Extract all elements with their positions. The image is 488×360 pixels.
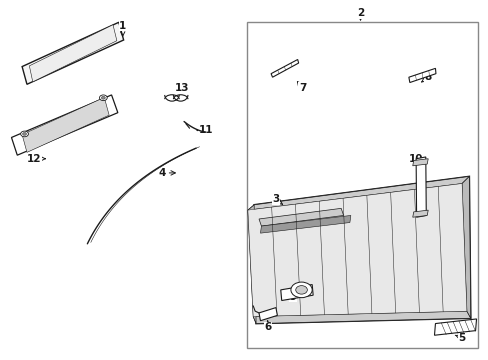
Polygon shape bbox=[253, 311, 470, 324]
Text: 1: 1 bbox=[119, 21, 126, 36]
Text: 7: 7 bbox=[297, 82, 305, 93]
Polygon shape bbox=[259, 208, 343, 226]
Polygon shape bbox=[260, 215, 350, 233]
Polygon shape bbox=[22, 98, 109, 152]
Text: 13: 13 bbox=[174, 83, 188, 93]
Polygon shape bbox=[412, 159, 427, 166]
Polygon shape bbox=[270, 59, 298, 77]
Text: 3: 3 bbox=[272, 194, 282, 204]
Polygon shape bbox=[412, 210, 427, 217]
Polygon shape bbox=[254, 176, 470, 324]
Polygon shape bbox=[408, 68, 435, 82]
Circle shape bbox=[99, 95, 107, 100]
Polygon shape bbox=[461, 176, 470, 318]
Circle shape bbox=[295, 285, 307, 294]
Polygon shape bbox=[11, 95, 118, 155]
Polygon shape bbox=[247, 184, 466, 316]
Polygon shape bbox=[29, 25, 117, 82]
Text: 6: 6 bbox=[264, 321, 271, 332]
Circle shape bbox=[290, 282, 311, 298]
Polygon shape bbox=[415, 157, 426, 217]
Text: 2: 2 bbox=[356, 8, 364, 20]
Text: 12: 12 bbox=[27, 154, 45, 164]
Bar bbox=[246, 22, 477, 348]
Text: 8: 8 bbox=[421, 72, 431, 82]
Polygon shape bbox=[22, 22, 123, 84]
Polygon shape bbox=[280, 284, 312, 301]
Polygon shape bbox=[434, 319, 476, 335]
Polygon shape bbox=[247, 205, 256, 324]
Circle shape bbox=[20, 131, 28, 137]
Text: 5: 5 bbox=[454, 333, 465, 343]
Circle shape bbox=[22, 132, 26, 135]
Circle shape bbox=[101, 96, 105, 99]
Text: 9: 9 bbox=[289, 292, 297, 302]
Text: 10: 10 bbox=[408, 154, 423, 164]
Polygon shape bbox=[259, 307, 277, 321]
Polygon shape bbox=[247, 176, 468, 210]
Text: 11: 11 bbox=[197, 125, 213, 135]
Text: 4: 4 bbox=[158, 168, 175, 178]
